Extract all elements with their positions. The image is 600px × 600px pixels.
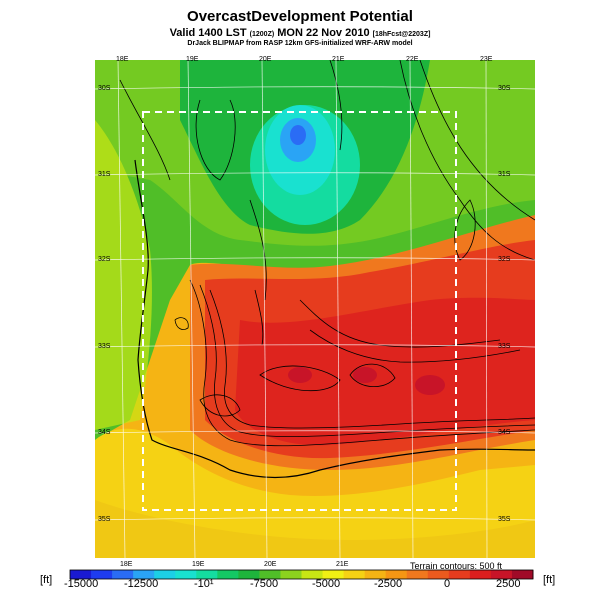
lon-label-top: 23E: [480, 56, 493, 63]
lat-label-right: 31S: [498, 171, 511, 178]
domain-boundary-box: [142, 111, 457, 511]
lat-label-left: 33S: [98, 343, 111, 350]
lat-label-right: 34S: [498, 429, 511, 436]
lon-label-bottom: 20E: [264, 561, 277, 568]
colorbar-tick-label: -12500: [124, 578, 159, 590]
colorbar-tick-label: -2500: [374, 578, 403, 590]
lat-label-right: 33S: [498, 343, 511, 350]
terrain-contour-note: Terrain contours: 500 ft: [409, 561, 502, 571]
lat-label-left: 35S: [98, 516, 111, 523]
valid-time-line: Valid 1400 LST (1200Z) MON 22 Nov 2010 […: [169, 27, 431, 39]
colorbar-tick-label: -7500: [250, 578, 279, 590]
lon-label-bottom: 18E: [120, 561, 133, 568]
lon-label-top: 21E: [332, 56, 345, 63]
lat-label-right: 30S: [498, 85, 511, 92]
lon-label-top: 20E: [259, 56, 272, 63]
lon-label-bottom: 21E: [336, 561, 349, 568]
lat-label-left: 34S: [98, 429, 111, 436]
colorbar-tick-label: -5000: [312, 578, 341, 590]
lat-label-right: 32S: [498, 256, 511, 263]
lat-label-right: 35S: [498, 516, 511, 523]
colorbar-tick-label: -15000: [64, 578, 99, 590]
colorbar-tick-label: 0: [444, 578, 451, 590]
lat-label-left: 30S: [98, 85, 111, 92]
lon-label-top: 22E: [406, 56, 419, 63]
colorbar-tick-label: -10¹: [194, 578, 214, 590]
lat-label-left: 32S: [98, 256, 111, 263]
chart-title: OvercastDevelopment Potential: [187, 8, 413, 25]
colorbar-tick-label: 2500: [496, 578, 521, 590]
lon-label-top: 19E: [186, 56, 199, 63]
lat-label-left: 31S: [98, 171, 111, 178]
colorbar-unit-right: [ft]: [543, 574, 556, 586]
model-source-line: DrJack BLIPMAP from RASP 12km GFS-initia…: [187, 40, 413, 47]
lon-label-top: 18E: [116, 56, 129, 63]
colorbar-unit-left: [ft]: [40, 574, 53, 586]
lon-label-bottom: 19E: [192, 561, 205, 568]
